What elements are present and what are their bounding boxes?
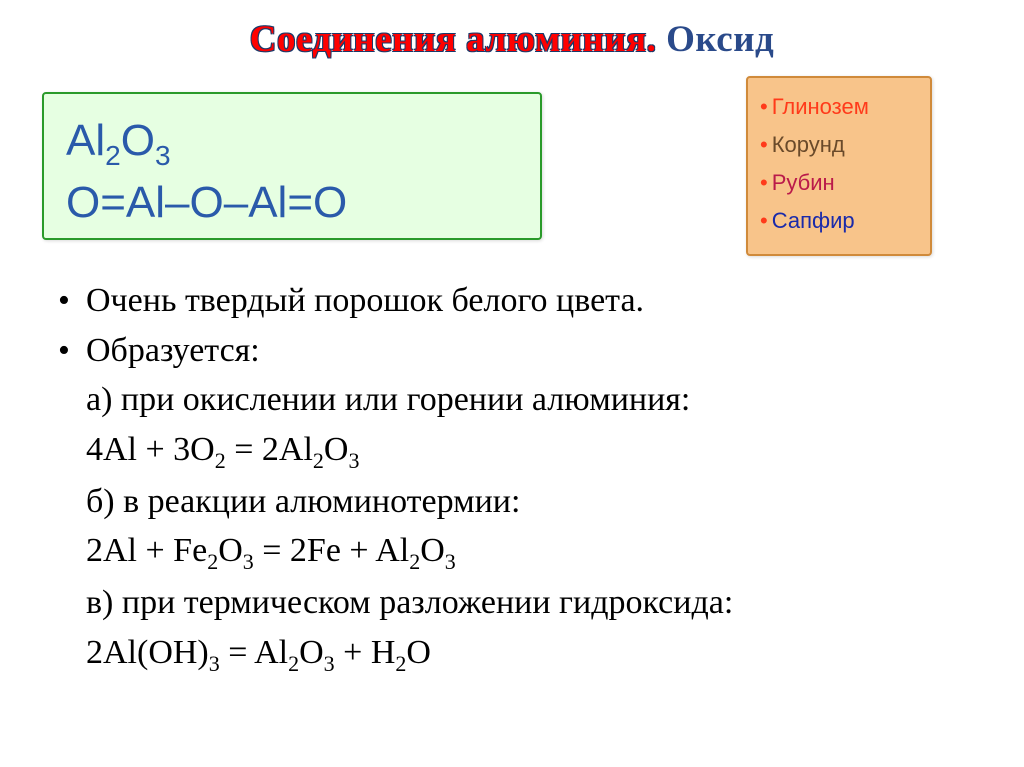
minerals-box: • Глинозем • Корунд • Рубин • Сапфир	[746, 76, 932, 256]
bullet-icon: •	[760, 132, 768, 158]
bullet-icon: •	[760, 170, 768, 196]
mineral-label: Корунд	[772, 132, 845, 158]
mineral-item: • Рубин	[760, 164, 918, 202]
mineral-item: • Сапфир	[760, 202, 918, 240]
title-word-3: Оксид	[666, 19, 774, 60]
bullet-text: Образуется:	[86, 326, 260, 376]
formula-line-2: O=Al–O–Al=O	[66, 174, 518, 231]
mineral-label: Сапфир	[772, 208, 855, 234]
case-c-equation: 2Al(OH)3 = Al2O3 + H2O	[42, 628, 972, 680]
slide-title: Соединения алюминия. Оксид	[0, 0, 1024, 61]
bullet-text: Очень твердый порошок белого цвета.	[86, 276, 644, 326]
mineral-label: Рубин	[772, 170, 835, 196]
bullet-item: • Образуется:	[42, 326, 972, 376]
content-body: • Очень твердый порошок белого цвета. • …	[42, 276, 972, 680]
formula-box: Al2O3 O=Al–O–Al=O	[42, 92, 542, 240]
case-a-equation: 4Al + 3O2 = 2Al2O3	[42, 425, 972, 477]
bullet-icon: •	[42, 276, 86, 326]
title-word-1: Соединения	[250, 19, 457, 60]
formula-line-1: Al2O3	[66, 112, 518, 174]
mineral-item: • Глинозем	[760, 88, 918, 126]
bullet-item: • Очень твердый порошок белого цвета.	[42, 276, 972, 326]
title-word-2: алюминия.	[466, 19, 656, 60]
case-a-label: а) при окислении или горении алюминия:	[42, 375, 972, 425]
bullet-icon: •	[42, 326, 86, 376]
mineral-label: Глинозем	[772, 94, 869, 120]
case-c-label: в) при термическом разложении гидроксида…	[42, 578, 972, 628]
bullet-icon: •	[760, 94, 768, 120]
bullet-icon: •	[760, 208, 768, 234]
mineral-item: • Корунд	[760, 126, 918, 164]
case-b-label: б) в реакции алюминотермии:	[42, 477, 972, 527]
case-b-equation: 2Al + Fe2O3 = 2Fe + Al2O3	[42, 526, 972, 578]
